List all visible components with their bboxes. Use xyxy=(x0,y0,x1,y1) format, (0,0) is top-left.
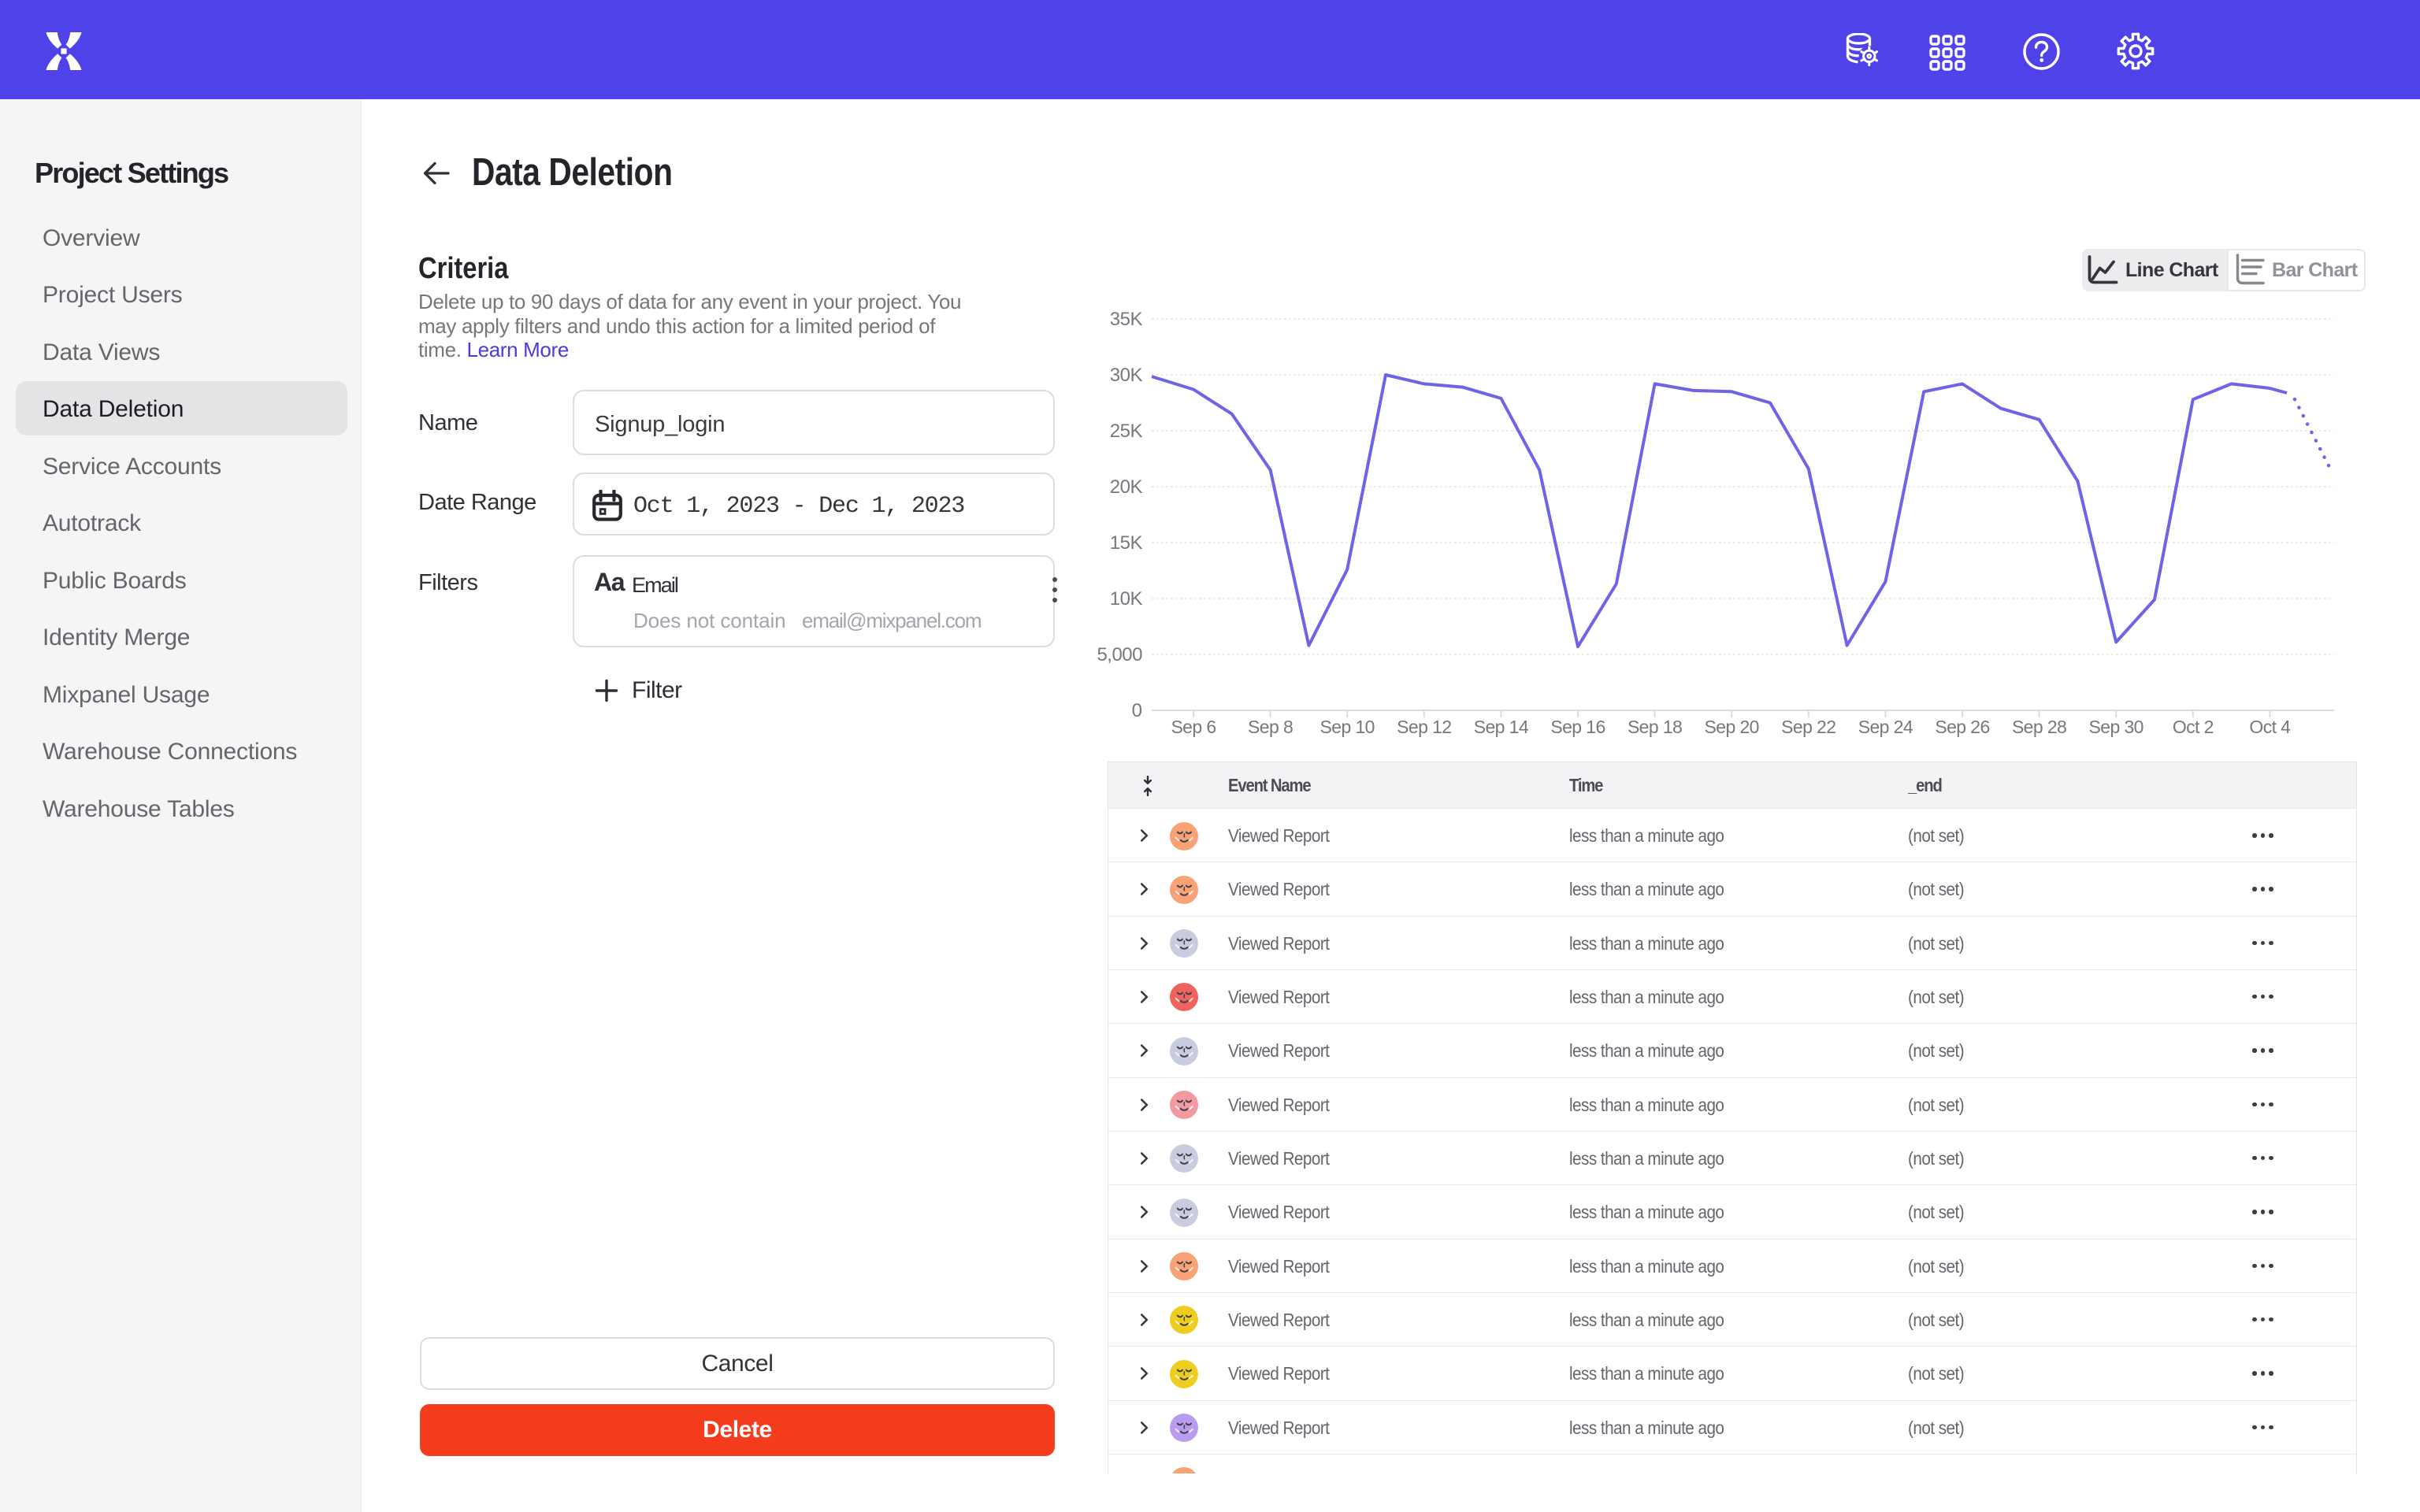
svg-text:Sep 28: Sep 28 xyxy=(2012,717,2066,737)
svg-text:Sep 14: Sep 14 xyxy=(1474,717,1529,737)
svg-text:Oct 4: Oct 4 xyxy=(2249,717,2291,737)
svg-text:Sep 16: Sep 16 xyxy=(1550,717,1605,737)
svg-text:25K: 25K xyxy=(1110,421,1143,442)
svg-text:Sep 24: Sep 24 xyxy=(1858,717,1913,737)
svg-text:Sep 8: Sep 8 xyxy=(1248,717,1293,737)
svg-text:Sep 18: Sep 18 xyxy=(1628,717,1682,737)
svg-text:Sep 6: Sep 6 xyxy=(1171,717,1216,737)
svg-text:35K: 35K xyxy=(1110,309,1143,330)
svg-text:Oct 2: Oct 2 xyxy=(2173,717,2214,737)
svg-text:Sep 10: Sep 10 xyxy=(1320,717,1375,737)
svg-text:Sep 20: Sep 20 xyxy=(1705,717,1759,737)
svg-text:Sep 22: Sep 22 xyxy=(1781,717,1835,737)
svg-text:Sep 12: Sep 12 xyxy=(1397,717,1451,737)
svg-text:20K: 20K xyxy=(1110,476,1143,498)
svg-text:Sep 26: Sep 26 xyxy=(1935,717,1989,737)
svg-text:5,000: 5,000 xyxy=(1097,644,1142,665)
svg-text:15K: 15K xyxy=(1110,532,1143,554)
svg-text:0: 0 xyxy=(1132,700,1142,721)
svg-text:Sep 30: Sep 30 xyxy=(2089,717,2143,737)
svg-text:30K: 30K xyxy=(1110,365,1143,386)
svg-text:10K: 10K xyxy=(1110,588,1143,610)
